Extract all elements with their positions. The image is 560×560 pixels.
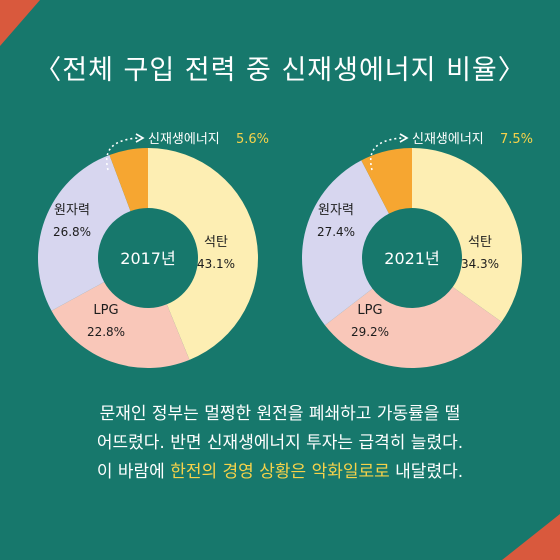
renewable-callout-label-2: 신재생에너지 — [412, 132, 484, 147]
renewable-callout-value-2: 7.5% — [500, 132, 533, 147]
body-line-2: 어뜨렸다. 반면 신재생에너지 투자는 급격히 늘렸다. — [96, 433, 464, 453]
slice-name-label-nuclear-1: 원자력 — [54, 203, 90, 218]
renewable-callout-arrow-1 — [105, 137, 139, 171]
slice-value-label-coal-1: 43.1% — [197, 257, 235, 271]
slice-nuclear-2 — [302, 160, 389, 326]
renewable-callout-value-1: 5.6% — [236, 132, 269, 147]
body-line-3-end: 내달렸다. — [389, 462, 464, 482]
slice-name-label-coal-2: 석탄 — [468, 235, 492, 250]
renewable-callout-arrowhead-2 — [399, 133, 409, 143]
slice-lpg-2 — [324, 287, 502, 368]
donut-charts: 2017년 석탄 43.1% LPG 22.8% 원자력 26.8% 신재생에너지 5.6% 20… — [38, 132, 533, 368]
slice-value-label-coal-2: 34.3% — [461, 257, 499, 271]
slice-value-label-nuclear-2: 27.4% — [317, 225, 355, 239]
slice-lpg-1 — [51, 281, 190, 368]
slice-value-label-lpg-2: 29.2% — [351, 325, 389, 339]
renewable-callout-label-1: 신재생에너지 — [148, 132, 220, 147]
slice-coal-2 — [412, 148, 522, 322]
slice-renewable-2 — [361, 148, 412, 214]
slice-name-label-lpg-2: LPG — [357, 303, 382, 318]
center-year-label-1: 2017년 — [120, 249, 175, 268]
center-year-label-2: 2021년 — [384, 249, 439, 268]
slice-coal-1 — [148, 148, 258, 360]
body-line-3-start: 이 바람에 — [96, 462, 171, 482]
highlight-worsening: 악화일로로 — [311, 462, 390, 482]
renewable-callout-arrowhead-1 — [135, 133, 145, 143]
slice-value-label-nuclear-1: 26.8% — [53, 225, 91, 239]
slice-nuclear-1 — [38, 154, 131, 311]
highlight-kepco-status: 한전의 경영 상황은 — [170, 462, 307, 482]
chart-title: 〈전체 구입 전력 중 신재생에너지 비율〉 — [34, 55, 526, 86]
body-paragraph: 문재인 정부는 멀쩡한 원전을 폐쇄하고 가동률을 떨 어뜨렸다. 반면 신재생… — [0, 400, 560, 487]
body-line-1: 문재인 정부는 멀쩡한 원전을 폐쇄하고 가동률을 떨 — [99, 404, 461, 424]
slice-value-label-lpg-1: 22.8% — [87, 325, 125, 339]
slice-name-label-nuclear-2: 원자력 — [318, 203, 354, 218]
renewable-callout-arrow-2 — [369, 137, 403, 171]
slice-name-label-lpg-1: LPG — [93, 303, 118, 318]
slice-name-label-coal-1: 석탄 — [204, 235, 228, 250]
body-line-3: 이 바람에 한전의 경영 상황은 악화일로로 내달렸다. — [0, 458, 560, 487]
slice-renewable-1 — [109, 148, 148, 212]
